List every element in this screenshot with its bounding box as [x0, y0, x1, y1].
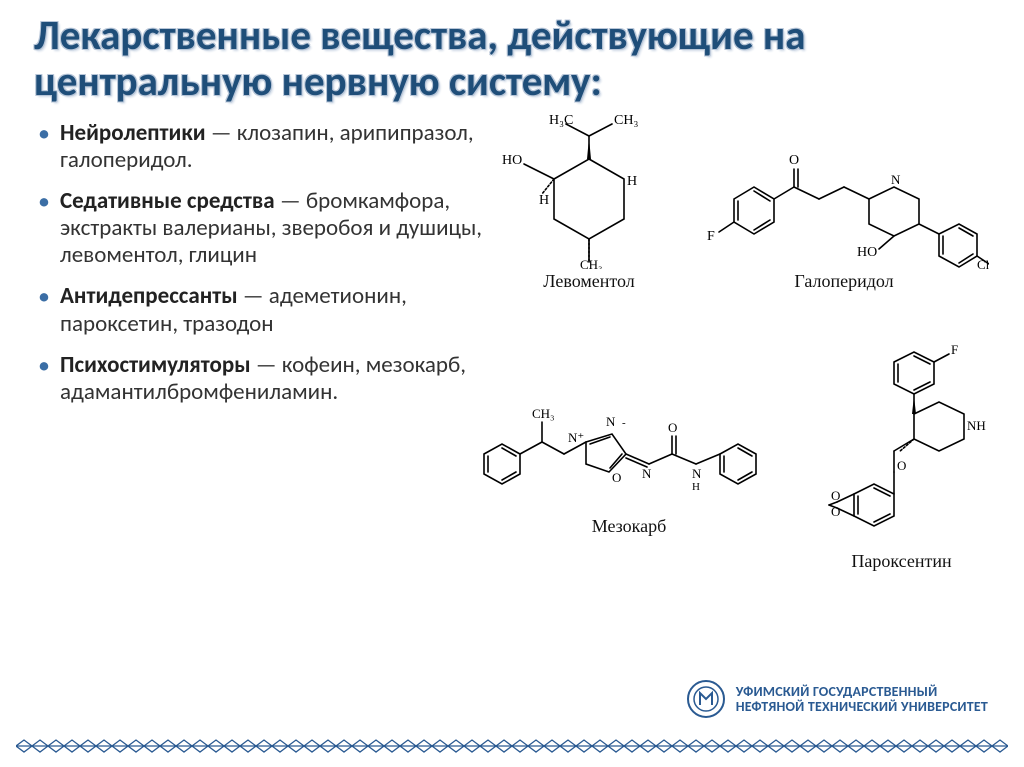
svg-text:CH₃: CH₃ — [614, 114, 638, 128]
svg-text:NH: NH — [967, 418, 986, 433]
bullet-list: Нейролептики — клозапин, арипипразол, га… — [34, 114, 494, 634]
molecule-caption: Мезокарб — [592, 516, 667, 537]
svg-text:-: - — [622, 417, 626, 429]
bullet-category: Нейролептики — [60, 119, 206, 147]
svg-text:Cl: Cl — [977, 257, 989, 269]
svg-text:O: O — [831, 488, 840, 503]
molecule-caption: Галоперидол — [794, 271, 893, 292]
bullet-item: Психостимуляторы — кофеин, мезокарб, ада… — [34, 352, 494, 406]
svg-text:F: F — [707, 229, 715, 244]
molecule-levomenthol: HO H₃C CH₃ H H CH₃ Левоментол — [494, 114, 684, 292]
bullet-category: Антидепрессанты — [60, 282, 238, 310]
molecule-caption: Пароксентин — [851, 551, 951, 572]
bullet-item: Антидепрессанты — адеметионин, пароксети… — [34, 283, 494, 337]
svg-text:O: O — [897, 458, 906, 473]
svg-text:O: O — [668, 420, 677, 435]
svg-text:N: N — [692, 466, 702, 481]
svg-text:H: H — [627, 174, 637, 189]
molecule-mesocarb: CH₃ N⁺ N - O N O N H Мезокарб — [464, 364, 794, 537]
svg-text:H: H — [539, 193, 549, 208]
svg-text:HO: HO — [502, 153, 522, 168]
svg-text:O: O — [612, 470, 621, 485]
svg-text:H₃C: H₃C — [549, 114, 573, 128]
svg-text:O: O — [831, 504, 840, 519]
svg-text:H: H — [692, 481, 700, 493]
bullet-category: Седативные средства — [60, 187, 275, 215]
svg-text:CH₃: CH₃ — [532, 406, 555, 421]
slide-body: Нейролептики — клозапин, арипипразол, га… — [34, 114, 990, 634]
footer: УФИМСКИЙ ГОСУДАРСТВЕННЫЙ НЕФТЯНОЙ ТЕХНИЧ… — [686, 679, 988, 719]
molecule-paroxetine: F NH O O O Пароксентин — [799, 344, 1004, 572]
footer-line2: НЕФТЯНОЙ ТЕХНИЧЕСКИЙ УНИВЕРСИТЕТ — [736, 699, 988, 714]
svg-text:F: F — [951, 344, 958, 357]
svg-text:O: O — [789, 153, 799, 168]
bullet-item: Нейролептики — клозапин, арипипразол, га… — [34, 120, 494, 174]
ornament-border-icon — [16, 735, 1008, 757]
slide: Лекарственные вещества, действующие на ц… — [0, 0, 1024, 767]
svg-text:N: N — [642, 466, 652, 481]
svg-text:N: N — [891, 172, 901, 187]
svg-text:HO: HO — [857, 245, 877, 260]
footer-text: УФИМСКИЙ ГОСУДАРСТВЕННЫЙ НЕФТЯНОЙ ТЕХНИЧ… — [736, 684, 988, 715]
molecule-panel: HO H₃C CH₃ H H CH₃ Левоментол — [494, 114, 990, 634]
footer-line1: УФИМСКИЙ ГОСУДАРСТВЕННЫЙ — [736, 684, 988, 699]
svg-text:CH₃: CH₃ — [580, 257, 603, 269]
bullet-category: Психостимуляторы — [60, 351, 251, 379]
molecule-haloperidol: F O N HO Cl Галоперидол — [699, 114, 989, 292]
molecule-caption: Левоментол — [543, 271, 635, 292]
bullet-item: Седативные средства — бромкамфора, экстр… — [34, 188, 494, 269]
slide-title: Лекарственные вещества, действующие на ц… — [34, 14, 990, 106]
university-logo-icon — [686, 679, 726, 719]
svg-text:N⁺: N⁺ — [568, 430, 584, 445]
svg-text:N: N — [606, 414, 616, 429]
